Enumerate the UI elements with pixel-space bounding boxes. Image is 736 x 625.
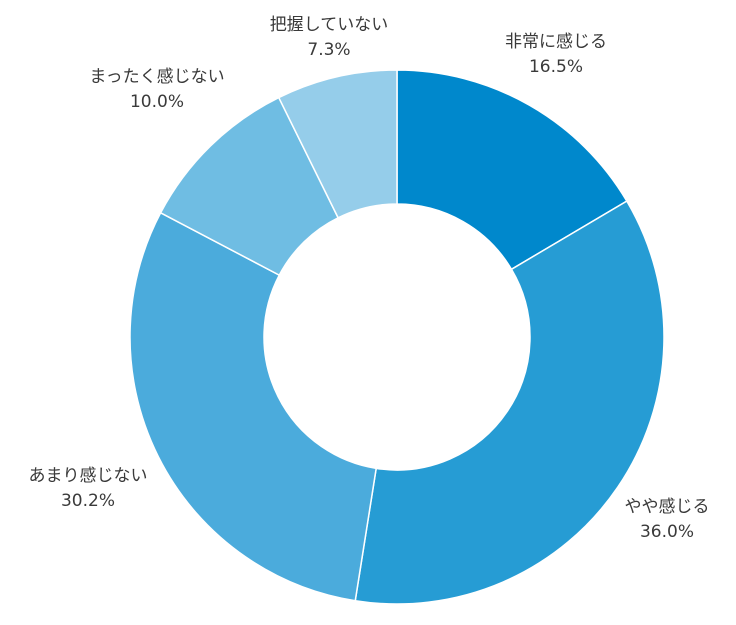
slice-1: [396, 69, 628, 271]
slice-label-1: 非常に感じる: [505, 32, 607, 52]
slice-2: [354, 200, 665, 605]
slice-label-5: 把握していない: [270, 15, 389, 35]
slice-label-2: やや感じる: [625, 497, 710, 517]
slice-3: [129, 211, 378, 602]
donut-slices: [129, 69, 665, 605]
slice-value-5: 7.3%: [307, 40, 350, 60]
slice-label-3: あまり感じない: [29, 466, 148, 486]
slice-5: [277, 69, 398, 219]
slice-value-3: 30.2%: [61, 491, 115, 511]
slice-value-2: 36.0%: [640, 522, 694, 542]
slice-label-4: まったく感じない: [89, 67, 224, 87]
slice-value-4: 10.0%: [130, 92, 184, 112]
slice-value-1: 16.5%: [529, 57, 583, 77]
slice-labels: 非常に感じる 16.5% やや感じる 36.0% あまり感じない 30.2% まったく感じな…: [29, 15, 710, 542]
